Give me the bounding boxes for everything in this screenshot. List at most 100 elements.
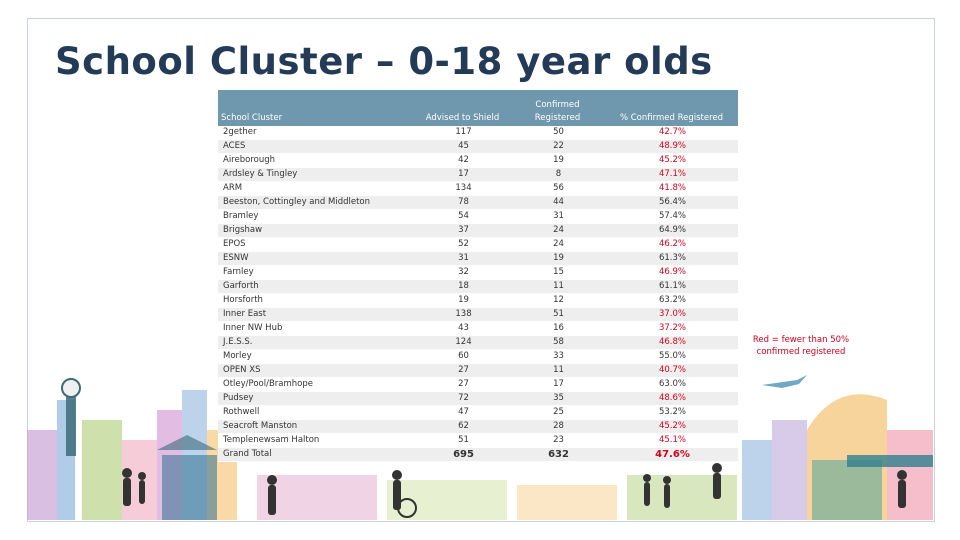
table-row: Rothwell 47 25 53.2% xyxy=(218,405,738,420)
confirmed-count: 33 xyxy=(510,349,604,364)
confirmed-count: 50 xyxy=(510,126,604,140)
cluster-name: Bramley xyxy=(218,209,414,224)
confirmed-count: 56 xyxy=(510,181,604,196)
cluster-name: Inner NW Hub xyxy=(218,321,414,336)
header-confirmed-line2: Registered xyxy=(534,113,581,123)
confirmed-count: 25 xyxy=(510,405,604,420)
percent-confirmed: 40.7% xyxy=(604,363,738,378)
table-row: Ardsley & Tingley 17 8 47.1% xyxy=(218,167,738,182)
cluster-name: ESNW xyxy=(218,251,414,266)
confirmed-count: 17 xyxy=(510,377,604,392)
confirmed-count: 35 xyxy=(510,391,604,406)
advised-count: 47 xyxy=(414,405,510,420)
cluster-name: Pudsey xyxy=(218,391,414,406)
grand-total-label: Grand Total xyxy=(218,447,414,462)
table-row: 2gether 117 50 42.7% xyxy=(218,126,738,140)
header-advised-to-shield: Advised to Shield xyxy=(414,90,510,126)
cluster-name: OPEN XS xyxy=(218,363,414,378)
confirmed-count: 24 xyxy=(510,223,604,238)
cluster-table: School Cluster Advised to Shield Confirm… xyxy=(218,90,738,462)
cluster-name: Beeston, Cottingley and Middleton xyxy=(218,195,414,210)
advised-count: 27 xyxy=(414,363,510,378)
cluster-name: Otley/Pool/Bramhope xyxy=(218,377,414,392)
cluster-name: Rothwell xyxy=(218,405,414,420)
percent-confirmed: 41.8% xyxy=(604,181,738,196)
percent-confirmed: 61.1% xyxy=(604,279,738,294)
percent-confirmed: 64.9% xyxy=(604,223,738,238)
cluster-name: Morley xyxy=(218,349,414,364)
confirmed-count: 19 xyxy=(510,153,604,168)
advised-count: 17 xyxy=(414,167,510,182)
table-row: Pudsey 72 35 48.6% xyxy=(218,391,738,406)
table-header-row: School Cluster Advised to Shield Confirm… xyxy=(218,90,738,126)
advised-count: 138 xyxy=(414,307,510,322)
advised-count: 37 xyxy=(414,223,510,238)
percent-confirmed: 37.2% xyxy=(604,321,738,336)
cluster-name: J.E.S.S. xyxy=(218,335,414,350)
cluster-name: Templenewsam Halton xyxy=(218,433,414,448)
cluster-name: Seacroft Manston xyxy=(218,419,414,434)
percent-confirmed: 42.7% xyxy=(604,126,738,140)
advised-count: 124 xyxy=(414,335,510,350)
advised-count: 42 xyxy=(414,153,510,168)
confirmed-count: 24 xyxy=(510,237,604,252)
legend-note: Red = fewer than 50% confirmed registere… xyxy=(752,335,850,357)
grand-total-percent: 47.6% xyxy=(604,447,738,462)
header-confirmed-line1: Confirmed xyxy=(535,100,580,110)
table-row: ARM 134 56 41.8% xyxy=(218,181,738,196)
table-row: Bramley 54 31 57.4% xyxy=(218,209,738,224)
leeds-skyline-illustration xyxy=(27,375,933,520)
cluster-name: EPOS xyxy=(218,237,414,252)
confirmed-count: 31 xyxy=(510,209,604,224)
percent-confirmed: 45.1% xyxy=(604,433,738,448)
advised-count: 51 xyxy=(414,433,510,448)
advised-count: 134 xyxy=(414,181,510,196)
table-row: Beeston, Cottingley and Middleton 78 44 56.… xyxy=(218,195,738,210)
advised-count: 19 xyxy=(414,293,510,308)
table-row: Templenewsam Halton 51 23 45.1% xyxy=(218,433,738,448)
table-body: 2gether 117 50 42.7% ACES 45 22 48.9% Aireboroug… xyxy=(218,126,738,462)
percent-confirmed: 47.1% xyxy=(604,167,738,182)
advised-count: 54 xyxy=(414,209,510,224)
advised-count: 45 xyxy=(414,139,510,154)
grand-total-row: Grand Total 695 632 47.6% xyxy=(218,447,738,462)
table-row: Horsforth 19 12 63.2% xyxy=(218,293,738,308)
percent-confirmed: 46.2% xyxy=(604,237,738,252)
percent-confirmed: 55.0% xyxy=(604,349,738,364)
confirmed-count: 44 xyxy=(510,195,604,210)
grand-total-advised: 695 xyxy=(414,447,510,462)
grand-total-confirmed: 632 xyxy=(510,447,604,462)
advised-count: 18 xyxy=(414,279,510,294)
confirmed-count: 23 xyxy=(510,433,604,448)
cluster-name: Brigshaw xyxy=(218,223,414,238)
confirmed-count: 12 xyxy=(510,293,604,308)
table-row: Garforth 18 11 61.1% xyxy=(218,279,738,294)
table-row: ACES 45 22 48.9% xyxy=(218,139,738,154)
cluster-name: ARM xyxy=(218,181,414,196)
percent-confirmed: 63.2% xyxy=(604,293,738,308)
header-confirmed-registered: Confirmed Registered xyxy=(510,90,604,126)
cluster-name: 2gether xyxy=(218,126,414,140)
table-row: Farnley 32 15 46.9% xyxy=(218,265,738,280)
table-row: Morley 60 33 55.0% xyxy=(218,349,738,364)
advised-count: 43 xyxy=(414,321,510,336)
percent-confirmed: 46.9% xyxy=(604,265,738,280)
percent-confirmed: 57.4% xyxy=(604,209,738,224)
table-row: Aireborough 42 19 45.2% xyxy=(218,153,738,168)
confirmed-count: 15 xyxy=(510,265,604,280)
cluster-name: Farnley xyxy=(218,265,414,280)
table-row: Seacroft Manston 62 28 45.2% xyxy=(218,419,738,434)
percent-confirmed: 56.4% xyxy=(604,195,738,210)
percent-confirmed: 45.2% xyxy=(604,419,738,434)
percent-confirmed: 37.0% xyxy=(604,307,738,322)
cluster-name: Aireborough xyxy=(218,153,414,168)
advised-count: 60 xyxy=(414,349,510,364)
advised-count: 62 xyxy=(414,419,510,434)
header-school-cluster: School Cluster xyxy=(218,90,414,126)
percent-confirmed: 53.2% xyxy=(604,405,738,420)
percent-confirmed: 63.0% xyxy=(604,377,738,392)
confirmed-count: 51 xyxy=(510,307,604,322)
table-row: Inner East 138 51 37.0% xyxy=(218,307,738,322)
percent-confirmed: 61.3% xyxy=(604,251,738,266)
cluster-name: Ardsley & Tingley xyxy=(218,167,414,182)
